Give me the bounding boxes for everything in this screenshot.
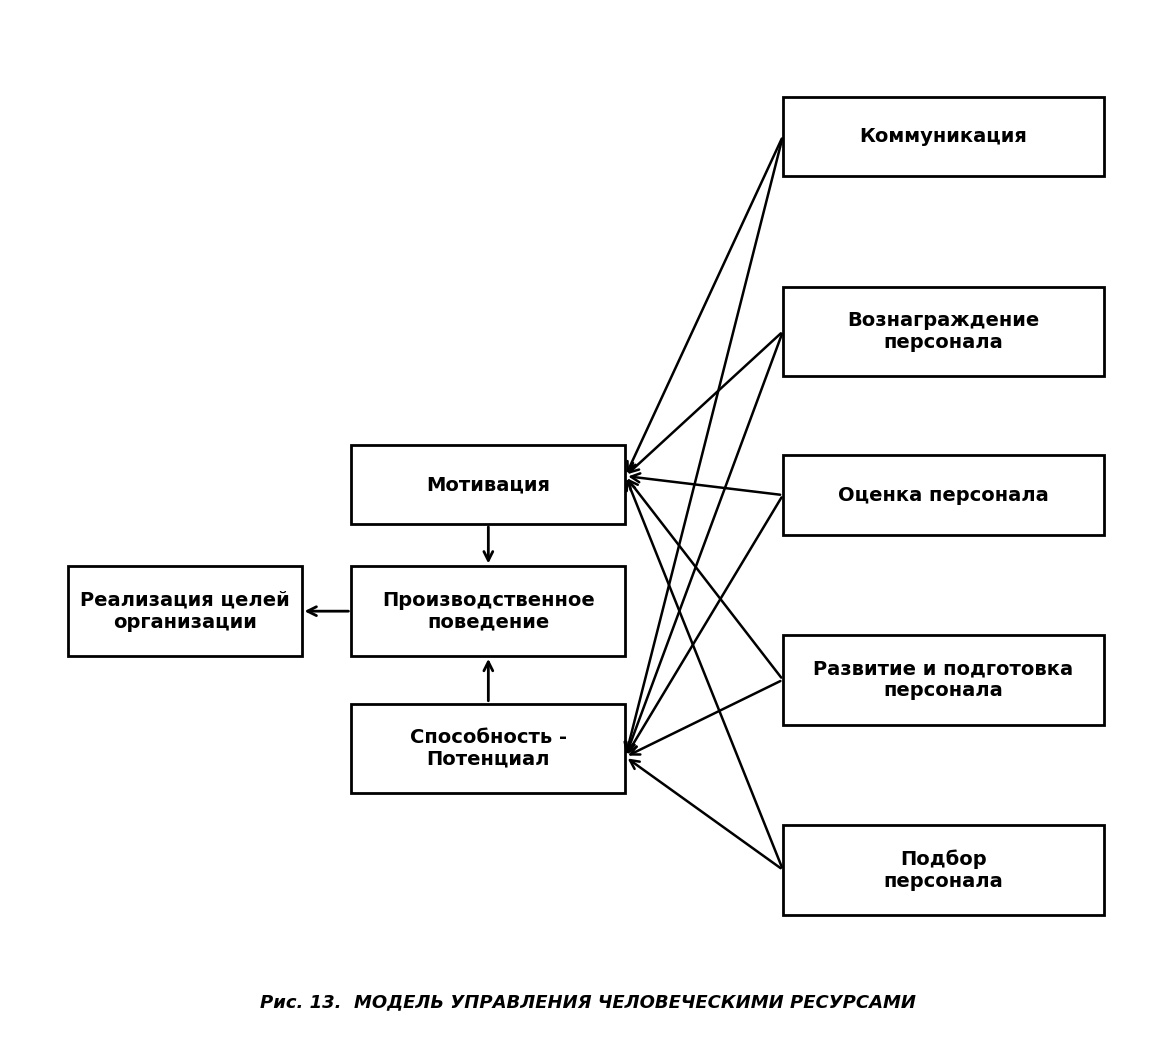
Text: Подбор
персонала: Подбор персонала (884, 849, 1003, 891)
FancyBboxPatch shape (68, 566, 302, 656)
Text: Способность -
Потенциал: Способность - Потенциал (410, 728, 566, 769)
FancyBboxPatch shape (783, 455, 1103, 534)
Text: Оценка персонала: Оценка персонала (838, 485, 1049, 504)
Text: Реализация целей
организации: Реализация целей организации (80, 591, 290, 632)
Text: Развитие и подготовка
персонала: Развитие и подготовка персонала (813, 660, 1074, 700)
FancyBboxPatch shape (783, 97, 1103, 176)
FancyBboxPatch shape (351, 703, 625, 794)
FancyBboxPatch shape (351, 445, 625, 525)
Text: Вознаграждение
персонала: Вознаграждение персонала (847, 311, 1040, 352)
Text: Коммуникация: Коммуникация (859, 127, 1027, 146)
FancyBboxPatch shape (783, 286, 1103, 377)
Text: Рис. 13.  МОДЕЛЬ УПРАВЛЕНИЯ ЧЕЛОВЕЧЕСКИМИ РЕСУРСАМИ: Рис. 13. МОДЕЛЬ УПРАВЛЕНИЯ ЧЕЛОВЕЧЕСКИМИ… (260, 993, 915, 1011)
Text: Мотивация: Мотивация (427, 475, 550, 494)
Text: Производственное
поведение: Производственное поведение (382, 591, 595, 632)
FancyBboxPatch shape (351, 566, 625, 656)
FancyBboxPatch shape (783, 825, 1103, 915)
FancyBboxPatch shape (783, 635, 1103, 725)
